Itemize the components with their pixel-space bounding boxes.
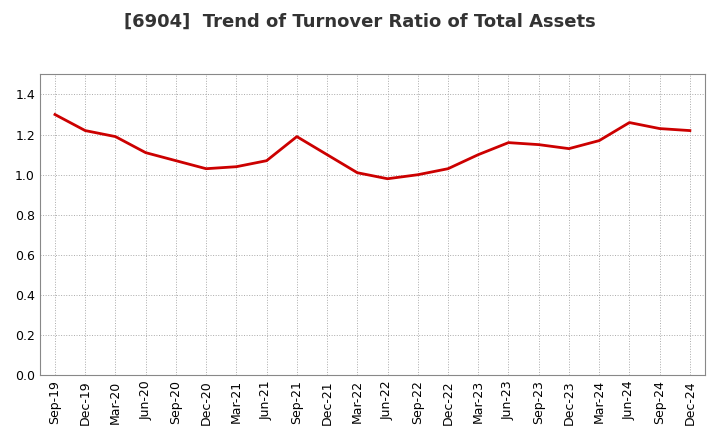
Text: [6904]  Trend of Turnover Ratio of Total Assets: [6904] Trend of Turnover Ratio of Total … bbox=[124, 13, 596, 31]
